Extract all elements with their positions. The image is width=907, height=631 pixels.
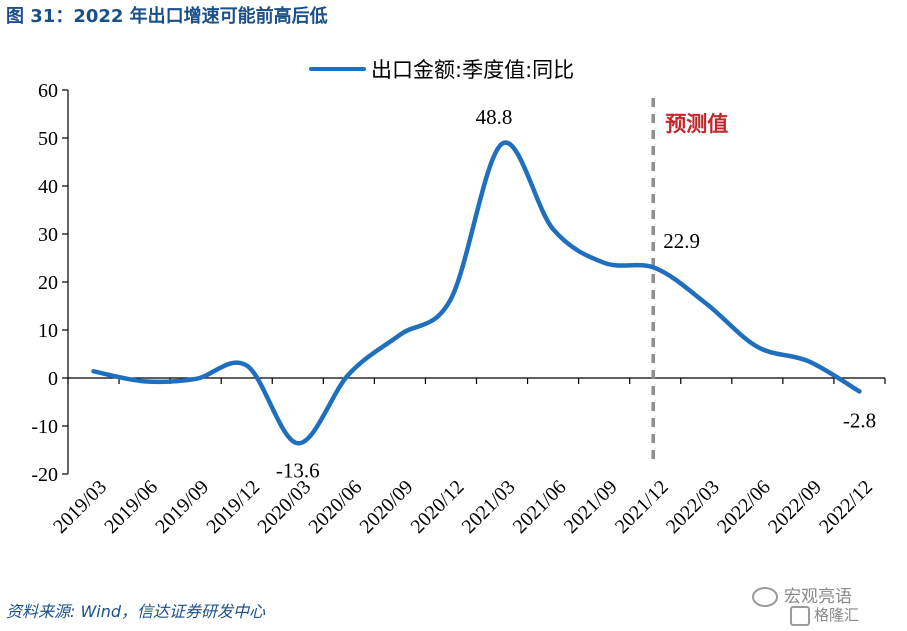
x-tick-label: 2021/06 [509, 476, 571, 538]
y-tick-label: 60 [38, 80, 58, 102]
wechat-icon [752, 587, 778, 607]
x-tick-label: 2022/06 [713, 476, 775, 538]
axes [67, 90, 885, 474]
gelonghui-icon [790, 605, 810, 626]
watermark-wechat: 宏观亮语 [752, 582, 852, 607]
x-tick-label: 2021/03 [458, 476, 520, 538]
watermark: 宏观亮语 格隆汇 [752, 578, 902, 626]
y-tick-label: -20 [31, 464, 58, 486]
watermark-gelonghui: 格隆汇 [790, 604, 859, 626]
x-tick-label: 2021/09 [560, 476, 622, 538]
forecast-divider: 预测值 [651, 98, 728, 462]
y-tick-label: 20 [38, 272, 58, 294]
y-tick-label: 50 [38, 128, 58, 150]
series-line [91, 140, 862, 446]
x-tick-label: 2019/12 [202, 476, 264, 538]
y-tick-label: -10 [31, 416, 58, 438]
watermark-text-2: 格隆汇 [814, 606, 860, 624]
x-tick-label: 2020/09 [356, 476, 418, 538]
y-tick-label: 10 [38, 320, 58, 342]
series-group [91, 140, 862, 446]
x-tick-label: 2020/06 [304, 476, 366, 538]
x-axis-ticks: 2019/032019/062019/092019/122020/032020/… [49, 378, 886, 538]
data-label: 22.9 [663, 229, 700, 253]
data-label: -13.6 [276, 458, 320, 482]
watermark-text-1: 宏观亮语 [784, 587, 852, 607]
legend: 出口金额:季度值:同比 [309, 58, 574, 82]
y-tick-label: 40 [38, 176, 58, 198]
x-tick-label: 2019/06 [100, 476, 162, 538]
data-label: -2.8 [843, 408, 876, 432]
data-label: 48.8 [476, 105, 513, 129]
data-labels: -13.6 48.8 22.9 -2.8 [276, 105, 876, 483]
y-axis-ticks: -20 -10 0 10 20 30 40 50 60 [31, 80, 68, 486]
forecast-label: 预测值 [665, 112, 728, 136]
figure-title: 图 31：2022 年出口增速可能前高后低 [6, 6, 328, 27]
x-tick-label: 2020/12 [407, 476, 469, 538]
x-tick-label: 2019/03 [49, 476, 111, 538]
legend-label: 出口金额:季度值:同比 [371, 58, 574, 82]
x-tick-label: 2019/09 [151, 476, 213, 538]
y-tick-label: 0 [48, 368, 58, 390]
x-tick-label: 2022/09 [764, 476, 826, 538]
x-tick-label: 2022/12 [815, 476, 877, 538]
y-tick-label: 30 [38, 224, 58, 246]
figure-source: 资料来源: Wind，信达证券研发中心 [6, 602, 266, 621]
x-tick-label: 2020/03 [253, 476, 315, 538]
x-tick-label: 2021/12 [611, 476, 673, 538]
x-tick-label: 2022/03 [662, 476, 724, 538]
